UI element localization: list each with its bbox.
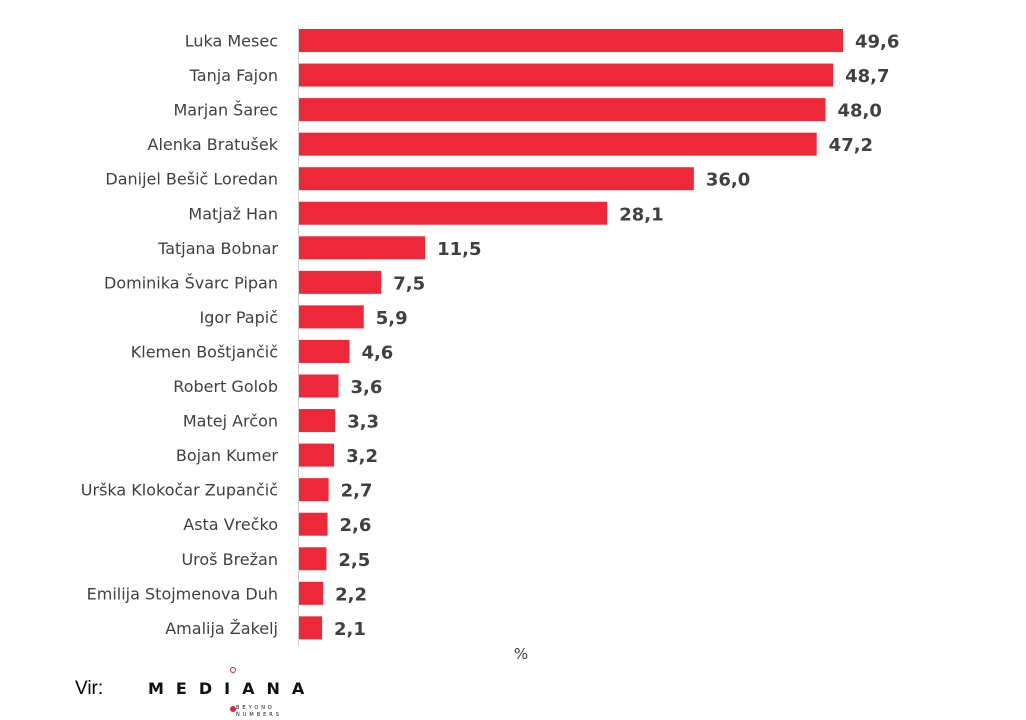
logo-dot-top xyxy=(230,667,236,673)
bar xyxy=(299,167,694,191)
category-label: Matej Arčon xyxy=(183,412,278,431)
value-label: 49,6 xyxy=(855,32,899,53)
value-label: 3,2 xyxy=(346,446,378,467)
value-label: 48,0 xyxy=(837,101,881,122)
bar xyxy=(299,339,350,363)
value-label: 11,5 xyxy=(437,239,481,260)
bar xyxy=(299,443,335,467)
value-label: 5,9 xyxy=(376,308,408,329)
bar xyxy=(299,132,817,156)
category-label: Klemen Boštjančič xyxy=(131,342,278,361)
bar-chart: Luka Mesec 49,6 Tanja Fajon 48,7 Marjan Šare… xyxy=(81,26,899,663)
category-label: Uroš Brežan xyxy=(181,550,278,569)
category-label: Luka Mesec xyxy=(185,32,278,51)
bar xyxy=(299,201,608,225)
value-label: 47,2 xyxy=(829,135,873,156)
category-label: Danijel Bešič Loredan xyxy=(105,170,278,189)
bar xyxy=(299,63,834,87)
category-label: Emilija Stojmenova Duh xyxy=(87,584,278,603)
value-label: 36,0 xyxy=(706,170,750,191)
bar xyxy=(299,581,324,605)
value-label: 7,5 xyxy=(393,273,425,294)
category-label: Bojan Kumer xyxy=(176,446,279,465)
logo-dot-bottom xyxy=(230,706,236,712)
category-label: Marjan Šarec xyxy=(174,101,279,120)
bar xyxy=(299,270,382,294)
value-label: 48,7 xyxy=(845,66,889,87)
x-axis-label: % xyxy=(514,645,528,663)
bar xyxy=(299,305,364,329)
bar xyxy=(299,236,426,260)
mediana-logo: MEDIANA BEYOND NUMBERS xyxy=(148,666,328,720)
value-label: 4,6 xyxy=(361,342,393,363)
value-label: 2,6 xyxy=(340,515,372,536)
bar xyxy=(299,98,826,122)
bars-group: Luka Mesec 49,6 Tanja Fajon 48,7 Marjan Šare… xyxy=(81,29,899,640)
value-label: 2,5 xyxy=(338,550,370,571)
value-label: 3,3 xyxy=(347,412,379,433)
logo-text: MEDIANA xyxy=(148,679,317,698)
value-label: 3,6 xyxy=(350,377,382,398)
value-label: 28,1 xyxy=(619,204,663,225)
category-label: Asta Vrečko xyxy=(183,515,278,534)
bar xyxy=(299,478,329,502)
bar xyxy=(299,29,843,52)
category-label: Amalija Žakelj xyxy=(165,619,278,638)
bar xyxy=(299,409,336,433)
category-label: Tatjana Bobnar xyxy=(157,239,278,258)
logo-subtext: BEYOND NUMBERS xyxy=(236,705,282,719)
bar xyxy=(299,512,328,536)
category-label: Tanja Fajon xyxy=(189,66,278,85)
bar xyxy=(299,374,339,398)
category-label: Alenka Bratušek xyxy=(148,135,279,154)
value-label: 2,2 xyxy=(335,584,367,605)
logo-subtext-line2: NUMBERS xyxy=(236,712,282,718)
source-label: Vir: xyxy=(75,678,104,699)
bar xyxy=(299,547,327,571)
category-label: Dominika Švarc Pipan xyxy=(104,273,278,292)
bar xyxy=(299,616,323,640)
logo-subtext-line1: BEYOND xyxy=(236,705,275,711)
category-label: Matjaž Han xyxy=(188,204,278,223)
category-label: Urška Klokočar Zupančič xyxy=(81,481,278,500)
value-label: 2,1 xyxy=(334,619,366,640)
value-label: 2,7 xyxy=(341,481,373,502)
category-label: Igor Papič xyxy=(200,308,278,327)
category-label: Robert Golob xyxy=(173,377,278,396)
